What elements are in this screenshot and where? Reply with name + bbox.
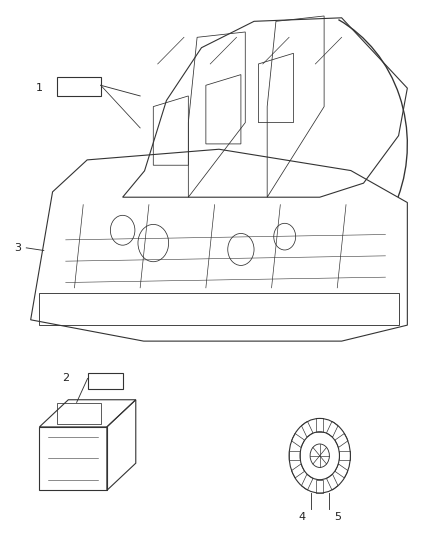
Bar bbox=[57, 403, 101, 424]
Text: 1: 1 bbox=[36, 83, 43, 93]
Text: 3: 3 bbox=[14, 243, 21, 253]
Text: 4: 4 bbox=[299, 512, 306, 522]
Bar bbox=[88, 373, 123, 389]
Bar bbox=[57, 77, 101, 96]
Text: 2: 2 bbox=[62, 374, 69, 383]
Text: 5: 5 bbox=[334, 512, 341, 522]
